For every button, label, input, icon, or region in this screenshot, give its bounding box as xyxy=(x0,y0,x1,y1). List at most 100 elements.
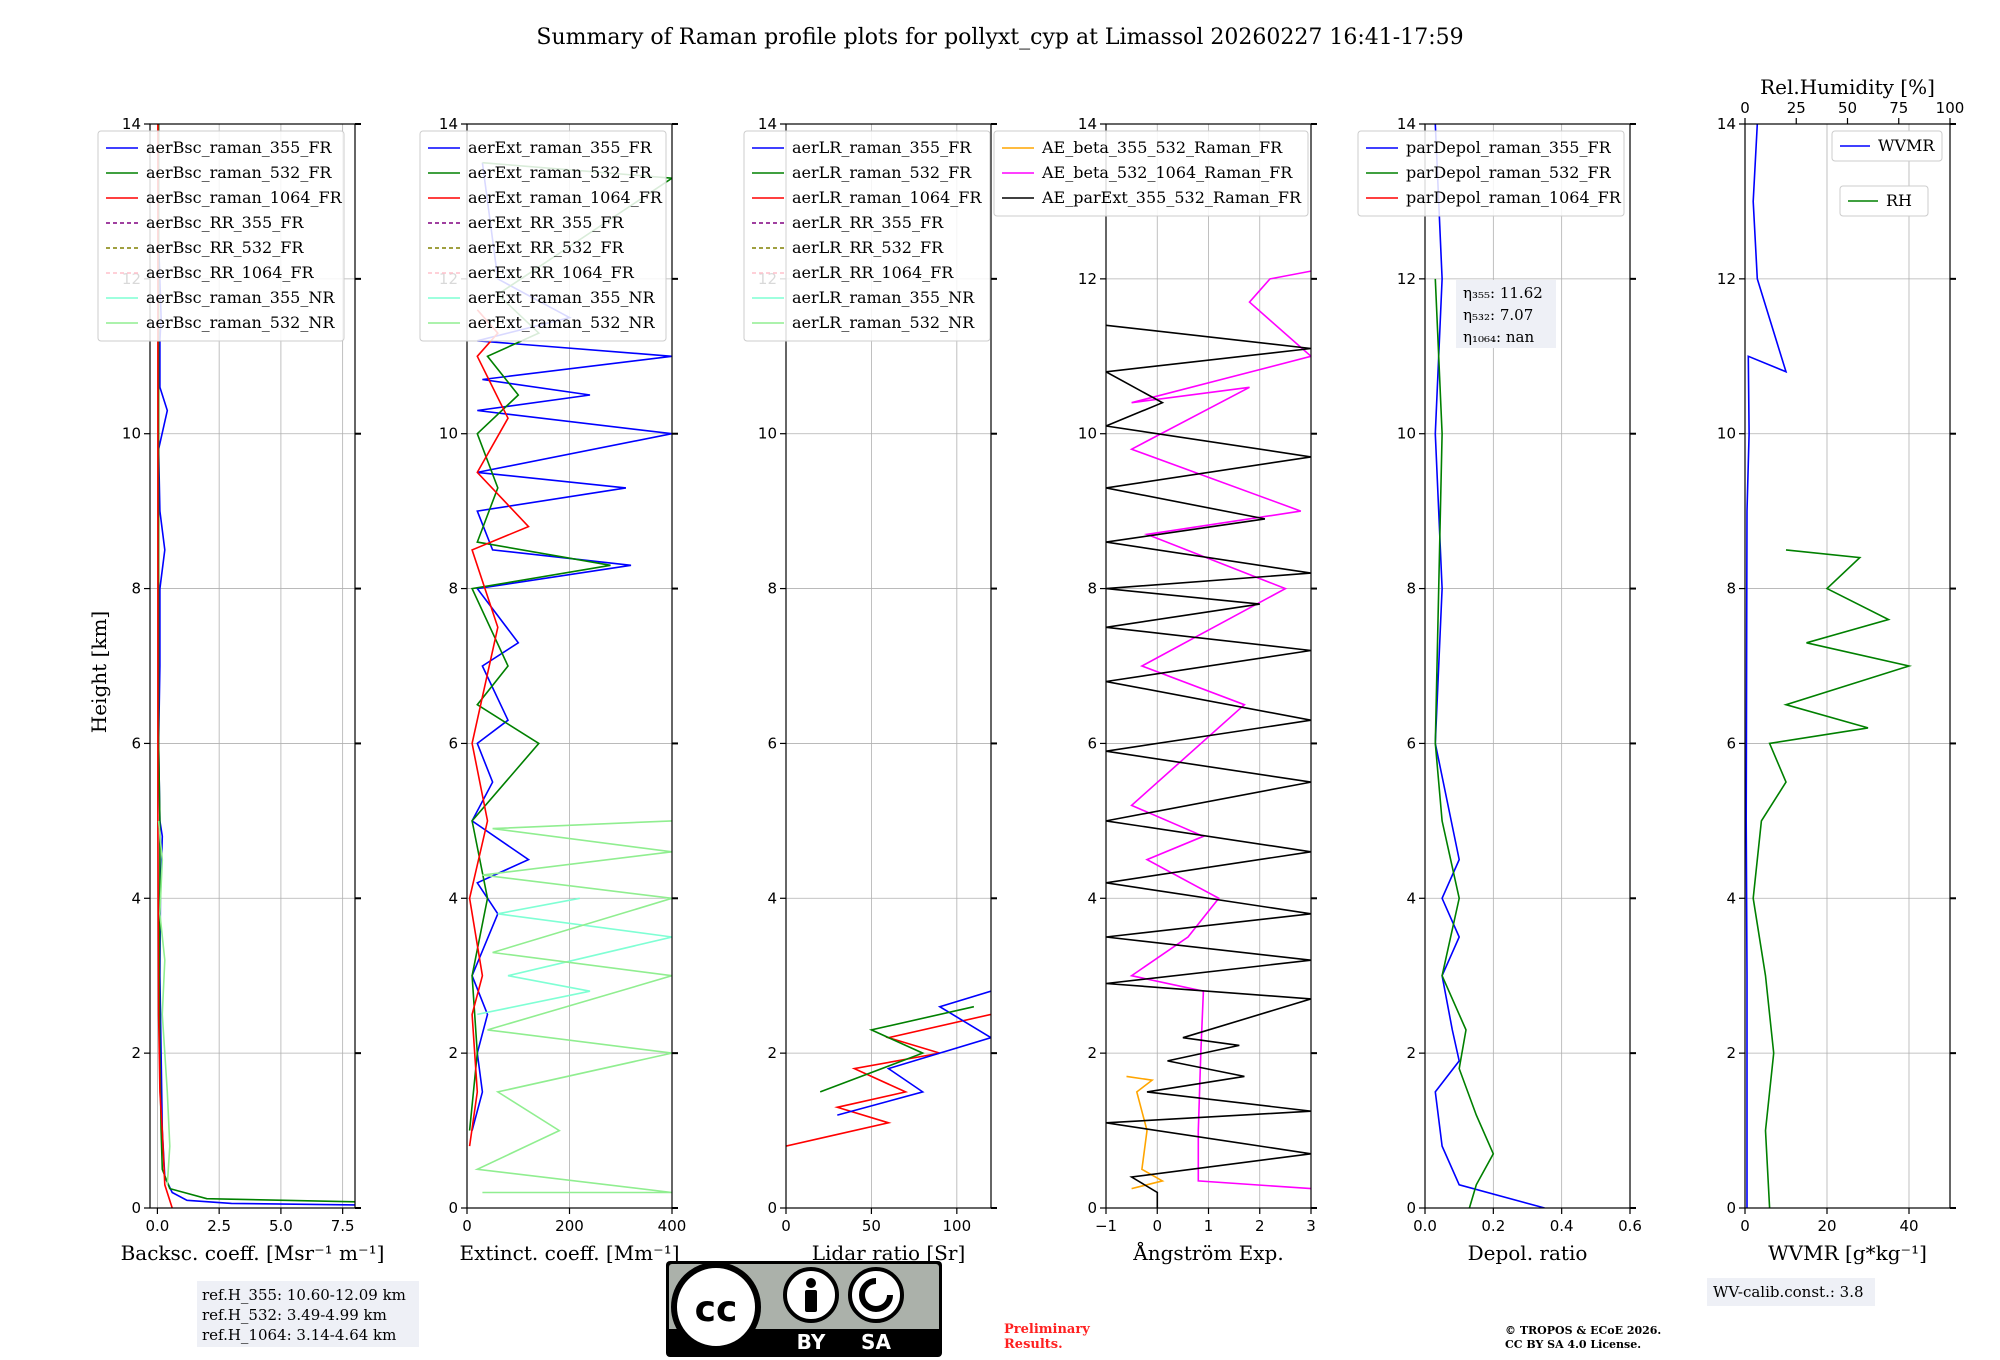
series-line-AE_beta_532_1064_Raman_FR xyxy=(1129,270,1311,1190)
legend-entry: aerExt_RR_532_FR xyxy=(468,238,625,257)
cc-icon xyxy=(671,1262,761,1352)
y-tick-label: 8 xyxy=(448,580,458,598)
legend-entry: aerExt_raman_355_NR xyxy=(468,288,656,307)
series-line-RH xyxy=(1752,549,1913,1208)
legend: parDepol_raman_355_FR parDepol_raman_532_… xyxy=(1357,130,1625,217)
y-tick-label: 6 xyxy=(131,734,141,752)
legend-entry: aerLR_raman_532_NR xyxy=(792,313,975,332)
y-tick-label: 8 xyxy=(1406,580,1416,598)
series-line-aerBsc_raman_532_NR xyxy=(157,820,171,1185)
x-tick-label: 0.2 xyxy=(1481,1217,1505,1235)
legend-entry: aerBsc_raman_1064_FR xyxy=(146,188,343,207)
y-tick-label: 14 xyxy=(439,115,458,133)
y-tick-label: 4 xyxy=(1087,889,1097,907)
legend-entry: aerExt_RR_355_FR xyxy=(468,213,625,232)
y-tick-label: 6 xyxy=(767,734,777,752)
legend-entry: aerBsc_raman_532_NR xyxy=(146,313,335,332)
refh-box xyxy=(197,1281,419,1347)
top-tick-label: 25 xyxy=(1787,99,1806,117)
wv-calib-box xyxy=(1707,1278,1875,1306)
x-tick-label: 0.6 xyxy=(1618,1217,1642,1235)
eta-entry: η₁₀₆₄: nan xyxy=(1463,328,1534,346)
legend-box xyxy=(419,130,667,342)
cc-license-badge: cc BY SA xyxy=(666,1261,942,1357)
series-line-aerExt_raman_532_NR xyxy=(474,820,672,1194)
x-axis-label: Backsc. coeff. [Msr⁻¹ m⁻¹] xyxy=(121,1241,385,1265)
legend-box xyxy=(1357,130,1625,217)
legend-entry: aerLR_raman_355_NR xyxy=(792,288,975,307)
y-tick-label: 2 xyxy=(1406,1044,1416,1062)
x-tick-label: 0 xyxy=(781,1217,791,1235)
x-tick-label: −1 xyxy=(1095,1217,1117,1235)
x-tick-label: 40 xyxy=(1899,1217,1918,1235)
by-label: BY xyxy=(797,1330,826,1354)
y-tick-label: 6 xyxy=(1087,734,1097,752)
y-tick-label: 2 xyxy=(767,1044,777,1062)
y-tick-label: 12 xyxy=(1078,270,1097,288)
gridlines xyxy=(1744,123,1950,1209)
legend-entry: aerLR_RR_355_FR xyxy=(792,213,944,232)
x-tick-label: 2.5 xyxy=(207,1217,231,1235)
legend-entry: aerBsc_RR_355_FR xyxy=(146,213,304,232)
series-line-parDepol_raman_355_FR xyxy=(1434,124,1545,1208)
legend-box xyxy=(743,130,991,342)
x-tick-label: 7.5 xyxy=(331,1217,355,1235)
y-tick-label: 0 xyxy=(131,1199,141,1217)
legend: aerExt_raman_355_FR aerExt_raman_532_FRae… xyxy=(419,130,667,342)
series-group xyxy=(1434,124,1545,1208)
series-group xyxy=(1745,124,1913,1208)
y-tick-label: 4 xyxy=(448,889,458,907)
x-tick-label: 0.0 xyxy=(1413,1217,1437,1235)
x-tick-label: 400 xyxy=(658,1217,687,1235)
y-tick-label: 14 xyxy=(758,115,777,133)
preliminary-note: Preliminary Results. xyxy=(1004,1322,1090,1352)
copyright-line-1: © TROPOS & ECoE 2026. xyxy=(1505,1324,1662,1337)
series-group xyxy=(468,161,672,1194)
legend-entry: WVMR xyxy=(1878,136,1935,155)
series-group xyxy=(1106,270,1311,1208)
series-line-aerLR_raman_1064_FR xyxy=(786,1013,991,1147)
y-tick-label: 4 xyxy=(1726,889,1736,907)
y-tick-label: 2 xyxy=(1087,1044,1097,1062)
x-tick-label: 2 xyxy=(1255,1217,1265,1235)
x-tick-label: 200 xyxy=(555,1217,584,1235)
y-tick-label: 4 xyxy=(1406,889,1416,907)
y-tick-label: 10 xyxy=(122,425,141,443)
y-tick-label: 2 xyxy=(1726,1044,1736,1062)
x-tick-label: 50 xyxy=(862,1217,881,1235)
x-tick-label: 0.0 xyxy=(145,1217,169,1235)
y-tick-label: 8 xyxy=(1087,580,1097,598)
y-tick-label: 14 xyxy=(1717,115,1736,133)
legend-entry: AE_beta_532_1064_Raman_FR xyxy=(1041,163,1293,182)
x-axis-label: WVMR [g*kg⁻¹] xyxy=(1768,1241,1927,1265)
legend-entry: aerBsc_raman_355_FR xyxy=(146,138,332,157)
y-tick-label: 8 xyxy=(131,580,141,598)
legend-entry: aerExt_RR_1064_FR xyxy=(468,263,635,282)
eta-entry: η₃₅₅: 11.62 xyxy=(1463,284,1543,302)
axes-frame xyxy=(1424,123,1631,1209)
x-tick-label: 1 xyxy=(1204,1217,1214,1235)
y-tick-label: 2 xyxy=(448,1044,458,1062)
x-tick-label: 0 xyxy=(462,1217,472,1235)
y-tick-label: 14 xyxy=(122,115,141,133)
x-tick-label: 0.4 xyxy=(1550,1217,1574,1235)
cc-icon-text: cc xyxy=(695,1289,738,1330)
refh-entry: ref.H_1064: 3.14-4.64 km xyxy=(202,1326,396,1344)
legend-entry: aerLR_RR_1064_FR xyxy=(792,263,954,282)
x-axis-label: Ångström Exp. xyxy=(1132,1240,1283,1265)
legend-entry: parDepol_raman_532_FR xyxy=(1406,163,1612,182)
axes-frame xyxy=(1744,123,1951,1209)
y-tick-label: 6 xyxy=(1726,734,1736,752)
series-line-aerExt_raman_355_FR xyxy=(471,162,672,1131)
series-group xyxy=(786,990,991,1147)
x-tick-label: 0 xyxy=(1740,1217,1750,1235)
legend-box xyxy=(1831,130,1943,162)
legend-entry: aerExt_raman_355_FR xyxy=(468,138,653,157)
legend-entry: aerExt_raman_532_NR xyxy=(468,313,656,332)
preliminary-line-1: Preliminary xyxy=(1004,1322,1090,1337)
sa-icon xyxy=(848,1267,904,1323)
